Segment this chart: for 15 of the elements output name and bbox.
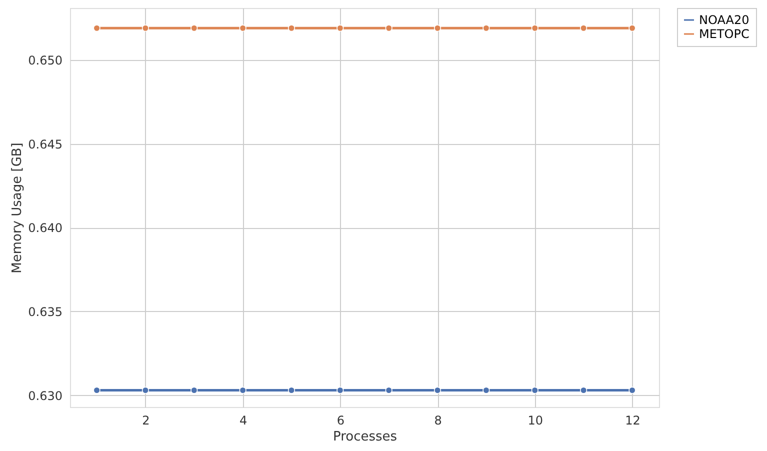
x-tick-label: 2 [142,414,150,428]
y-tick-label: 0.645 [28,137,62,152]
y-tick-label: 0.630 [28,388,62,403]
y-axis-title: Memory Usage [GB] [10,142,26,274]
x-tick-label: 4 [239,414,248,428]
x-tick-label: 6 [336,414,344,428]
y-tick-label: 0.635 [28,304,62,319]
legend-label: METOPC [699,27,750,41]
y-tick-label: 0.650 [28,53,62,68]
x-tick-label: 10 [528,414,544,428]
x-tick-label: 12 [625,414,640,428]
x-tick-label: 8 [434,414,442,428]
x-axis-title: Processes [332,430,398,444]
legend-label: NOAA20 [699,13,750,27]
y-tick-label: 0.640 [28,221,62,236]
